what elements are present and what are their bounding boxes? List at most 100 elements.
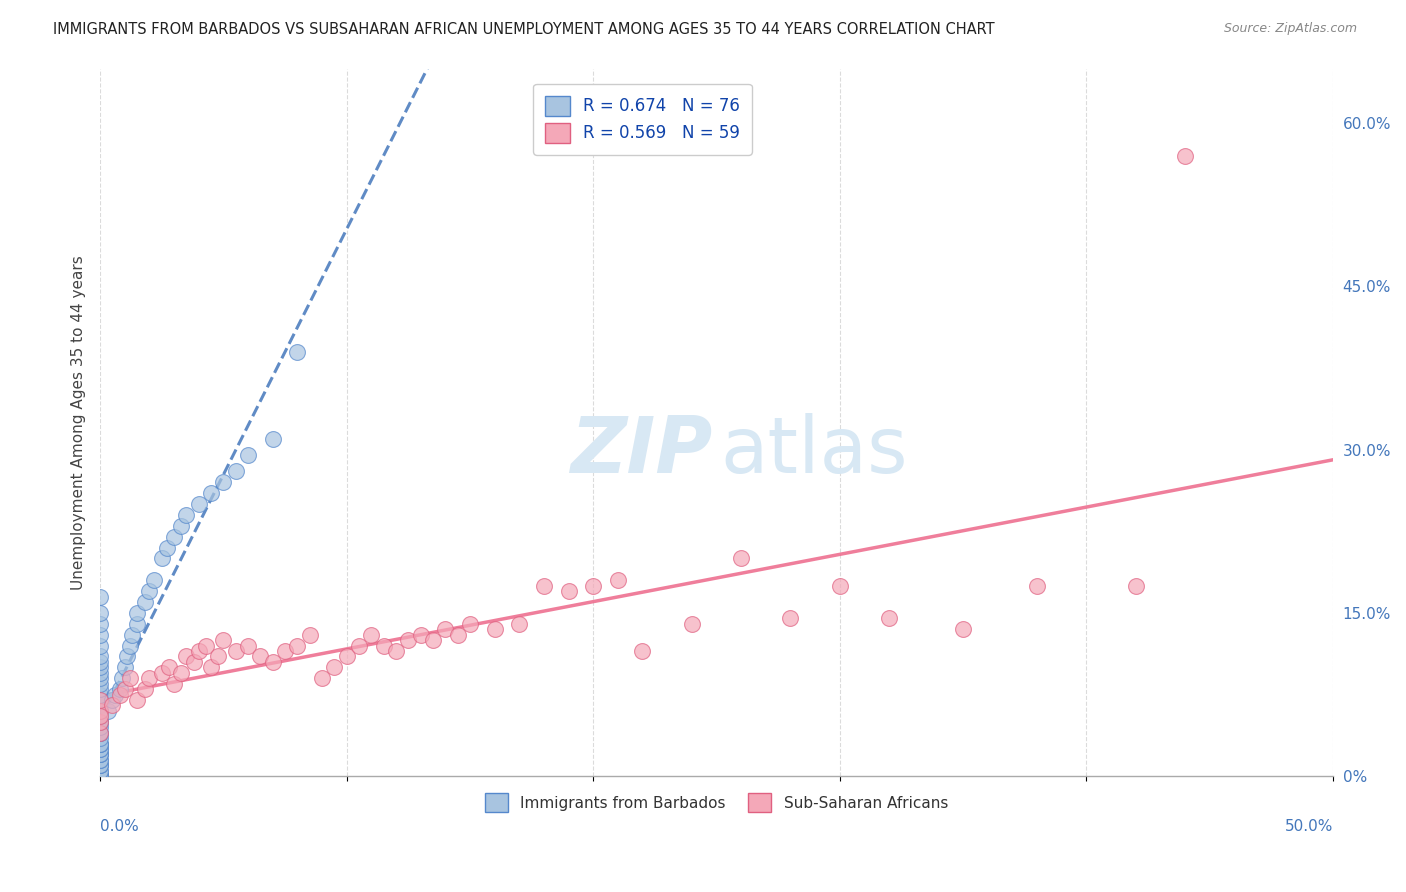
Point xyxy=(89,769,111,783)
Point xyxy=(458,616,481,631)
Point xyxy=(89,769,111,783)
Point xyxy=(681,616,703,631)
Point xyxy=(262,655,284,669)
Point xyxy=(89,725,111,739)
Point xyxy=(89,639,111,653)
Point xyxy=(779,611,801,625)
Point xyxy=(89,737,111,751)
Point xyxy=(89,693,111,707)
Point xyxy=(311,671,333,685)
Point xyxy=(111,671,134,685)
Point xyxy=(89,714,111,729)
Point xyxy=(114,682,136,697)
Point xyxy=(89,737,111,751)
Point xyxy=(212,633,235,648)
Point xyxy=(163,530,186,544)
Point xyxy=(89,682,111,697)
Point xyxy=(89,764,111,778)
Point xyxy=(89,627,111,641)
Point xyxy=(108,682,131,697)
Point xyxy=(89,737,111,751)
Point xyxy=(236,448,259,462)
Point xyxy=(262,432,284,446)
Point xyxy=(582,579,605,593)
Point xyxy=(508,616,530,631)
Point xyxy=(606,573,628,587)
Point xyxy=(285,639,308,653)
Point xyxy=(117,649,139,664)
Point xyxy=(434,622,457,636)
Point xyxy=(170,665,193,680)
Point xyxy=(877,611,900,625)
Point xyxy=(134,595,156,609)
Point xyxy=(138,671,160,685)
Text: 0.0%: 0.0% xyxy=(100,819,139,834)
Point xyxy=(274,644,297,658)
Point xyxy=(89,769,111,783)
Point xyxy=(212,475,235,490)
Text: atlas: atlas xyxy=(720,413,908,489)
Point xyxy=(557,584,579,599)
Point xyxy=(207,649,229,664)
Point xyxy=(336,649,359,664)
Point xyxy=(533,579,555,593)
Point xyxy=(89,655,111,669)
Point xyxy=(89,725,111,739)
Point xyxy=(187,644,209,658)
Point xyxy=(134,682,156,697)
Point xyxy=(101,698,124,713)
Point xyxy=(114,660,136,674)
Point xyxy=(157,660,180,674)
Point xyxy=(89,769,111,783)
Point xyxy=(121,627,143,641)
Point xyxy=(138,584,160,599)
Point xyxy=(347,639,370,653)
Point xyxy=(249,649,271,664)
Point xyxy=(89,758,111,772)
Point xyxy=(89,753,111,767)
Point xyxy=(89,714,111,729)
Point xyxy=(236,639,259,653)
Point xyxy=(101,693,124,707)
Point xyxy=(108,688,131,702)
Point xyxy=(127,693,149,707)
Point xyxy=(89,693,111,707)
Text: IMMIGRANTS FROM BARBADOS VS SUBSAHARAN AFRICAN UNEMPLOYMENT AMONG AGES 35 TO 44 : IMMIGRANTS FROM BARBADOS VS SUBSAHARAN A… xyxy=(53,22,995,37)
Point xyxy=(730,551,752,566)
Point xyxy=(385,644,408,658)
Point xyxy=(89,769,111,783)
Point xyxy=(127,616,149,631)
Point xyxy=(89,665,111,680)
Text: ZIP: ZIP xyxy=(571,413,713,489)
Point xyxy=(409,627,432,641)
Point xyxy=(373,639,395,653)
Point xyxy=(89,709,111,723)
Point xyxy=(1026,579,1049,593)
Point xyxy=(156,541,179,555)
Point xyxy=(89,714,111,729)
Point xyxy=(89,709,111,723)
Point xyxy=(89,698,111,713)
Point xyxy=(89,758,111,772)
Point xyxy=(225,644,247,658)
Point xyxy=(143,573,166,587)
Point xyxy=(89,769,111,783)
Point xyxy=(89,606,111,620)
Y-axis label: Unemployment Among Ages 35 to 44 years: Unemployment Among Ages 35 to 44 years xyxy=(72,255,86,590)
Point xyxy=(89,671,111,685)
Legend: Immigrants from Barbados, Sub-Saharan Africans: Immigrants from Barbados, Sub-Saharan Af… xyxy=(479,788,955,818)
Text: Source: ZipAtlas.com: Source: ZipAtlas.com xyxy=(1223,22,1357,36)
Point xyxy=(195,639,218,653)
Point xyxy=(89,725,111,739)
Point xyxy=(118,671,141,685)
Point xyxy=(150,551,173,566)
Point xyxy=(96,704,118,718)
Point xyxy=(89,753,111,767)
Point xyxy=(396,633,419,648)
Point xyxy=(89,769,111,783)
Point xyxy=(89,769,111,783)
Point xyxy=(285,344,308,359)
Point xyxy=(446,627,468,641)
Text: 50.0%: 50.0% xyxy=(1285,819,1333,834)
Point xyxy=(89,747,111,762)
